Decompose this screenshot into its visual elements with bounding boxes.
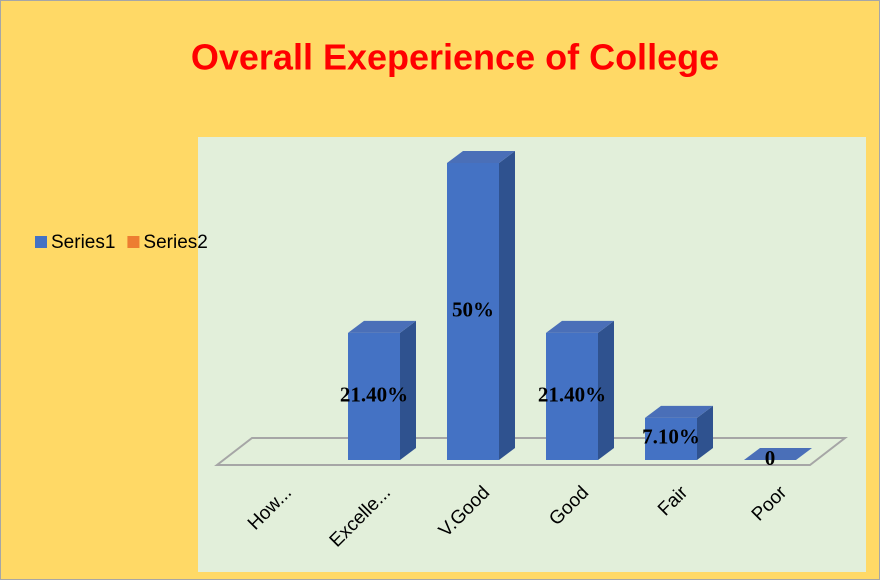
bar: [645, 405, 713, 460]
bar-front: [645, 417, 697, 460]
bar-side: [697, 405, 713, 460]
chart-title: Overall Exeperience of College: [191, 37, 719, 78]
data-label: 21.40%: [538, 382, 606, 406]
bar-top: [546, 320, 614, 333]
legend-swatch: [127, 236, 140, 248]
legend-swatch: [35, 236, 47, 248]
data-label: 50%: [452, 297, 494, 321]
plot-area: [198, 137, 866, 572]
bar: [546, 320, 614, 460]
bar-front: [546, 332, 598, 460]
data-label: 7.10%: [642, 425, 700, 449]
bar-top: [744, 448, 812, 460]
floor: [214, 437, 848, 466]
legend-label: Series2: [143, 232, 207, 253]
legend-label: Series1: [51, 232, 115, 253]
bar: [744, 448, 812, 460]
bar: [348, 320, 416, 460]
data-label: 0: [765, 446, 776, 470]
bar-side: [598, 320, 614, 460]
bar-side: [499, 151, 515, 460]
bar-side: [400, 320, 416, 460]
data-label: 21.40%: [340, 382, 408, 406]
bar: [447, 151, 515, 460]
bar-top: [348, 320, 416, 333]
bar-top: [645, 405, 713, 418]
bar-top: [447, 151, 515, 163]
bar-front: [447, 163, 499, 460]
bar-front: [348, 332, 400, 460]
